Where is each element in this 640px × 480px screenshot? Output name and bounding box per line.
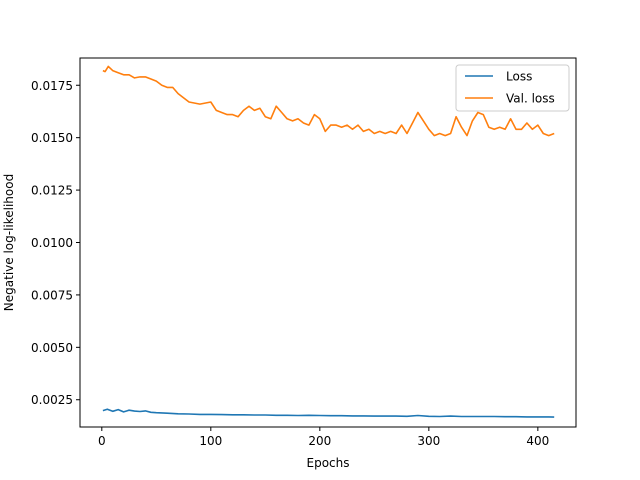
y-tick-label: 0.0100 (31, 236, 73, 250)
x-axis-title: Epochs (307, 456, 350, 470)
x-tick-label: 100 (199, 434, 222, 448)
plot-lines (102, 65, 555, 418)
y-tick-label: 0.0175 (31, 79, 73, 93)
y-tick-label: 0.0075 (31, 288, 73, 302)
legend-label-loss: Loss (506, 70, 532, 84)
x-tick-label: 200 (308, 434, 331, 448)
y-tick-label: 0.0050 (31, 341, 73, 355)
legend: Loss Val. loss (455, 64, 570, 112)
y-axis-title: Negative log-likelihood (2, 174, 16, 311)
x-tick-label: 0 (98, 434, 106, 448)
series-line-loss (102, 408, 555, 418)
x-tick-label: 300 (417, 434, 440, 448)
legend-label-val-loss: Val. loss (506, 92, 555, 106)
x-axis-ticks: 0 100 200 300 400 (98, 427, 549, 448)
y-tick-label: 0.0125 (31, 184, 73, 198)
x-tick-label: 400 (526, 434, 549, 448)
y-axis-ticks: 0.0025 0.0050 0.0075 0.0100 0.0125 0.0150 0.01… (31, 79, 80, 407)
y-tick-label: 0.0025 (31, 393, 73, 407)
y-tick-label: 0.0150 (31, 131, 73, 145)
series-line-val-loss (102, 65, 555, 137)
